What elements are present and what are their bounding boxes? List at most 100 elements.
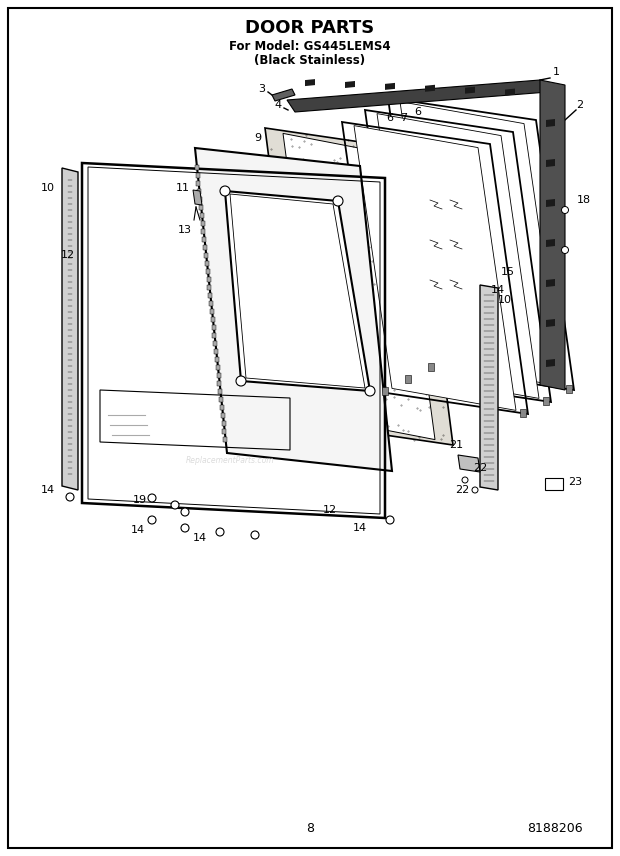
Polygon shape	[214, 349, 218, 354]
Polygon shape	[546, 159, 555, 167]
Polygon shape	[543, 397, 549, 405]
Polygon shape	[540, 80, 565, 390]
Circle shape	[181, 508, 189, 516]
Polygon shape	[265, 128, 453, 445]
Text: 10: 10	[41, 183, 55, 193]
Circle shape	[462, 477, 468, 483]
Polygon shape	[206, 269, 210, 274]
Polygon shape	[216, 365, 219, 370]
Polygon shape	[206, 277, 211, 282]
Text: 21: 21	[449, 440, 463, 450]
Text: 14: 14	[41, 485, 55, 495]
Polygon shape	[207, 285, 211, 290]
Circle shape	[148, 494, 156, 502]
Text: 13: 13	[178, 225, 192, 235]
Text: 1: 1	[552, 67, 559, 77]
Polygon shape	[208, 293, 212, 298]
Text: 3: 3	[259, 84, 265, 94]
Polygon shape	[520, 409, 526, 417]
Polygon shape	[458, 455, 480, 472]
Circle shape	[171, 501, 179, 509]
Polygon shape	[202, 237, 206, 242]
Polygon shape	[219, 397, 223, 402]
Text: 18: 18	[577, 195, 591, 205]
Polygon shape	[218, 389, 223, 394]
Polygon shape	[428, 363, 434, 371]
Circle shape	[386, 516, 394, 524]
Polygon shape	[546, 239, 555, 247]
Circle shape	[148, 516, 156, 524]
Text: 4: 4	[275, 100, 281, 110]
Polygon shape	[205, 261, 209, 266]
Polygon shape	[546, 359, 555, 367]
Polygon shape	[305, 79, 315, 86]
Polygon shape	[546, 279, 555, 287]
Polygon shape	[218, 381, 221, 386]
Text: For Model: GS445LEMS4: For Model: GS445LEMS4	[229, 39, 391, 52]
Circle shape	[220, 186, 230, 196]
Polygon shape	[213, 333, 216, 338]
Polygon shape	[193, 190, 202, 205]
Polygon shape	[209, 301, 213, 306]
Polygon shape	[505, 88, 515, 96]
Circle shape	[472, 487, 478, 493]
Circle shape	[216, 528, 224, 536]
Polygon shape	[198, 197, 202, 202]
Polygon shape	[566, 385, 572, 393]
Polygon shape	[385, 83, 395, 90]
Polygon shape	[283, 134, 435, 440]
Text: 23: 23	[568, 477, 582, 487]
Text: DOOR PARTS: DOOR PARTS	[246, 19, 374, 37]
Polygon shape	[405, 375, 411, 383]
Text: 6: 6	[415, 107, 422, 117]
Polygon shape	[204, 253, 208, 258]
Polygon shape	[200, 213, 204, 218]
Polygon shape	[465, 86, 475, 93]
Polygon shape	[216, 373, 221, 378]
Text: 12: 12	[323, 505, 337, 515]
Polygon shape	[272, 89, 295, 101]
Polygon shape	[223, 437, 228, 442]
Polygon shape	[210, 309, 214, 314]
Polygon shape	[400, 102, 562, 386]
Circle shape	[333, 196, 343, 206]
Polygon shape	[201, 221, 205, 226]
Polygon shape	[221, 421, 226, 426]
Polygon shape	[425, 85, 435, 92]
Circle shape	[181, 524, 189, 532]
Text: (Black Stainless): (Black Stainless)	[254, 54, 366, 67]
Text: 8188206: 8188206	[527, 822, 583, 835]
Polygon shape	[213, 341, 217, 346]
Text: 14: 14	[193, 533, 207, 543]
Polygon shape	[199, 205, 203, 210]
Polygon shape	[196, 173, 200, 178]
Text: 9: 9	[254, 133, 262, 143]
Polygon shape	[223, 429, 226, 434]
Text: 19: 19	[133, 495, 147, 505]
Polygon shape	[225, 191, 370, 391]
Text: 14: 14	[353, 523, 367, 533]
Text: 6: 6	[386, 113, 394, 123]
Polygon shape	[382, 387, 388, 395]
Text: 15: 15	[501, 267, 515, 277]
Polygon shape	[546, 199, 555, 207]
Polygon shape	[345, 81, 355, 88]
Polygon shape	[230, 194, 365, 388]
Polygon shape	[202, 229, 205, 234]
Circle shape	[562, 206, 569, 213]
Polygon shape	[211, 325, 216, 330]
Polygon shape	[377, 114, 539, 398]
Polygon shape	[220, 405, 224, 410]
Polygon shape	[211, 317, 215, 322]
Polygon shape	[546, 119, 555, 127]
Polygon shape	[203, 245, 207, 250]
Text: 11: 11	[176, 183, 190, 193]
Polygon shape	[480, 285, 498, 490]
Polygon shape	[287, 80, 548, 112]
Text: 10: 10	[498, 295, 512, 305]
Polygon shape	[546, 319, 555, 327]
Polygon shape	[195, 148, 392, 471]
Polygon shape	[197, 181, 200, 186]
Text: 8: 8	[306, 822, 314, 835]
Text: 7: 7	[401, 113, 407, 123]
